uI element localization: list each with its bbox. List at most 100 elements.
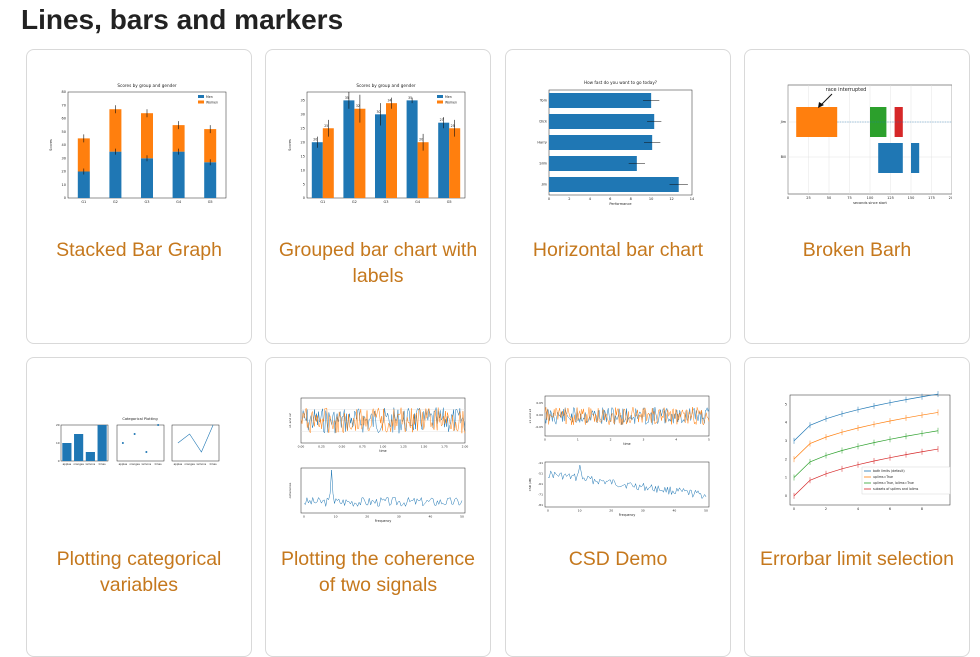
bar xyxy=(74,434,84,461)
series-line xyxy=(793,448,939,497)
axes-frame xyxy=(544,461,710,508)
errorbar-limits-thumbnail: 0 1 2 3 4 5 0 2 4 6 8 both limits (default) uplims=T… xyxy=(785,391,951,511)
axes-frame xyxy=(171,424,220,462)
tick-label: 80 xyxy=(62,90,66,94)
tick-label: 0.05 xyxy=(536,401,543,405)
tick-label: 30 xyxy=(62,156,66,160)
tick-label: 0 xyxy=(544,438,546,442)
csd-plot-thumbnail: 0.05 0.00 -0.05 0 1 2 3 4 5 time s1 and s2 -41 -51 -6… xyxy=(528,395,710,517)
tick-label: 1.75 xyxy=(441,445,448,449)
category-label: limes xyxy=(210,462,218,466)
tick-label: 0 xyxy=(64,196,66,200)
tick-label: 3 xyxy=(642,438,644,442)
category-label: Harry xyxy=(537,141,547,145)
tick-label: 25 xyxy=(806,196,810,200)
tick-label: 6 xyxy=(889,507,891,511)
scatter-point xyxy=(157,424,160,426)
signal-s2 xyxy=(544,407,710,426)
category-label: limes xyxy=(155,462,163,466)
tick-label: 0 xyxy=(793,507,795,511)
scatter-point xyxy=(145,451,148,453)
card-caption: Errorbar limit selection xyxy=(760,548,954,570)
tick-label: -81 xyxy=(538,503,543,507)
data-label: 25 xyxy=(324,124,328,128)
gallery-card-coherence[interactable]: 0.00 0.25 0.50 0.75 1.00 1.25 1.50 1.75 2.00 time… xyxy=(265,357,491,657)
legend-swatch-women xyxy=(198,100,204,104)
legend-swatch-women xyxy=(437,100,443,104)
bar xyxy=(549,135,653,150)
axes-frame xyxy=(789,394,951,506)
chart-title: Categorical Plotting xyxy=(122,417,157,421)
tick-label: 2 xyxy=(568,197,570,201)
bar-women xyxy=(172,125,185,152)
tick-label: 2.00 xyxy=(462,445,469,449)
tick-label: 100 xyxy=(867,196,874,200)
tick-label: 0 xyxy=(785,494,787,498)
tick-label: 30 xyxy=(301,113,305,117)
tick-label: 10 xyxy=(649,197,653,201)
bar xyxy=(549,114,655,129)
category-label: G3 xyxy=(384,200,389,204)
tick-label: 1.25 xyxy=(400,445,407,449)
category-label: apples xyxy=(119,462,128,466)
signal-s1 xyxy=(544,406,710,426)
tick-label: 5 xyxy=(708,438,710,442)
tick-label: 10 xyxy=(56,441,60,445)
category-label: G4 xyxy=(176,200,182,204)
tick-label: 5 xyxy=(303,182,305,186)
tick-label: 50 xyxy=(827,196,831,200)
x-axis-label: time xyxy=(379,449,386,453)
tick-label: 50 xyxy=(62,130,66,134)
tick-label: 125 xyxy=(887,196,894,200)
axes-frame xyxy=(116,424,165,462)
legend-label: uplims=True, lolims=True xyxy=(873,481,914,485)
category-label: G1 xyxy=(320,200,325,204)
bar xyxy=(97,425,107,461)
gallery-card-broken-barh[interactable]: 0 25 50 75 100 125 150 175 200 seconds since star… xyxy=(744,49,970,344)
category-label: limes xyxy=(99,462,107,466)
x-axis-label: Performance xyxy=(609,202,631,206)
bar-men xyxy=(343,100,355,198)
bar-women xyxy=(77,138,90,172)
tick-label: 8 xyxy=(921,507,923,511)
tick-label: 8 xyxy=(630,197,632,201)
category-label: Slim xyxy=(539,162,547,166)
bar-women xyxy=(386,103,397,198)
tick-label: 75 xyxy=(847,196,851,200)
bar xyxy=(85,452,95,461)
tick-label: 0.00 xyxy=(536,413,543,417)
data-label: 34 xyxy=(387,99,391,103)
tick-label: 0.75 xyxy=(359,445,366,449)
tick-label: 50 xyxy=(460,515,464,519)
gallery-card-stacked-bar[interactable]: Scores by group and gender 0 10 20 30 40 50 60 7… xyxy=(26,49,252,344)
bar-men xyxy=(172,151,185,198)
legend-swatch-men xyxy=(198,95,204,98)
grouped-bar-chart-thumbnail: Scores by group and gender 0 5 10 15 20 25 30 35… xyxy=(288,83,466,204)
tick-label: 175 xyxy=(928,196,935,200)
gallery-card-grouped-bar[interactable]: Scores by group and gender 0 5 10 15 20 25 30 35… xyxy=(265,49,491,344)
series-line xyxy=(793,393,939,442)
y-axis-label: CSD (dB) xyxy=(528,478,532,492)
y-axis-label: Scores xyxy=(288,139,292,151)
y-axis-label: s1 and s2 xyxy=(288,413,292,428)
scatter-point xyxy=(121,442,124,444)
tick-label: 0 xyxy=(547,509,549,513)
x-axis-label: seconds since start xyxy=(853,201,887,205)
bar-women xyxy=(109,109,122,152)
category-label: Tom xyxy=(539,99,548,103)
gallery-card-horizontal-bar[interactable]: How fast do you want to go today? 0 2 4 6 8 10… xyxy=(505,49,731,344)
stacked-bar-chart-thumbnail: Scores by group and gender 0 10 20 30 40 50 60 7… xyxy=(49,83,227,204)
gallery-card-errorbar[interactable]: 0 1 2 3 4 5 0 2 4 6 8 both limits (default) uplims=T… xyxy=(744,357,970,657)
bar-men xyxy=(438,122,450,198)
tick-label: 1 xyxy=(785,476,787,480)
category-label: G2 xyxy=(113,200,118,204)
tick-label: -61 xyxy=(538,482,543,486)
category-label: lemons xyxy=(197,462,207,466)
category-label: Dick xyxy=(539,120,548,124)
legend-label: subsets of uplims and lolims xyxy=(873,487,919,491)
data-label: 20 xyxy=(313,138,317,142)
gallery-card-categorical[interactable]: Categorical Plotting 0 10 20 apples oranges le… xyxy=(26,357,252,657)
tick-label: 30 xyxy=(641,509,645,513)
y-axis-label: s1 and s2 xyxy=(528,409,532,424)
gallery-card-csd[interactable]: 0.05 0.00 -0.05 0 1 2 3 4 5 time s1 and s2 -41 -51 -6… xyxy=(505,357,731,657)
